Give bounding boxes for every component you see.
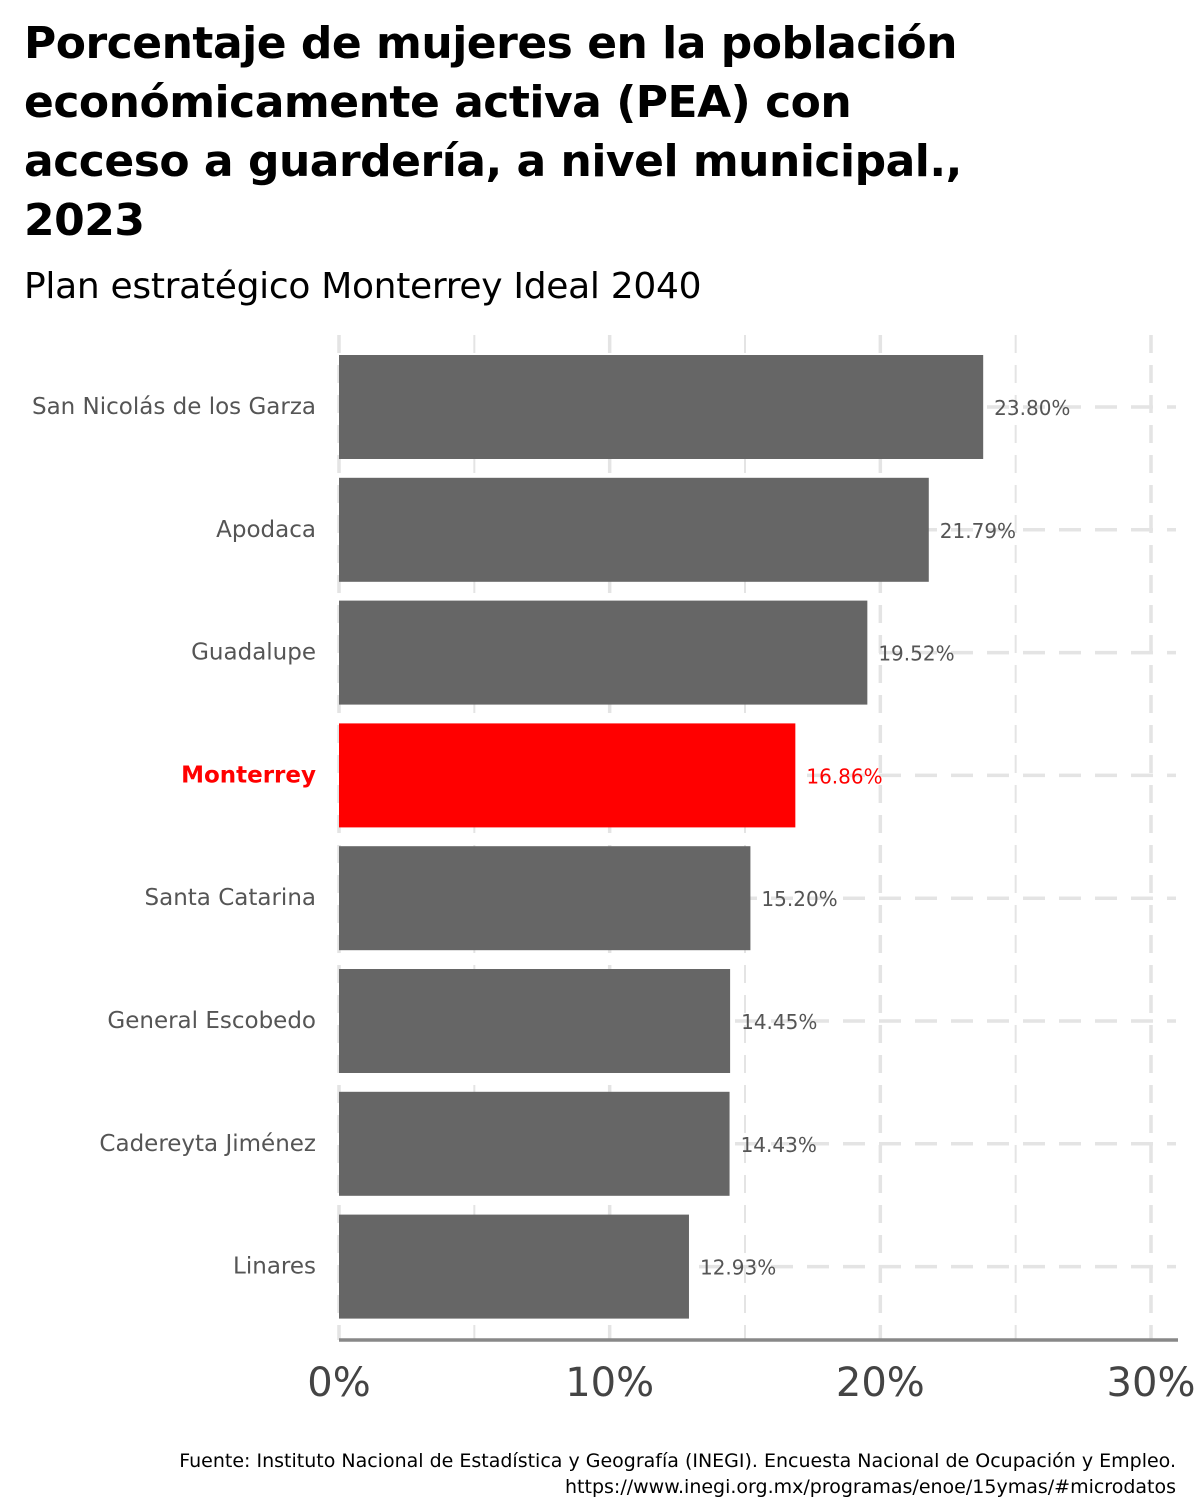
bar bbox=[339, 477, 929, 582]
data-label: 12.93% bbox=[700, 1256, 776, 1280]
x-tick-label: 0% bbox=[307, 1360, 370, 1406]
category-label: Linares bbox=[233, 1254, 316, 1280]
bar bbox=[339, 969, 731, 1073]
category-label: Apodaca bbox=[216, 517, 316, 543]
x-tick-label: 10% bbox=[565, 1360, 654, 1406]
category-label: Santa Catarina bbox=[145, 885, 316, 911]
data-label: 15.20% bbox=[761, 887, 837, 911]
x-tick-label: 20% bbox=[836, 1360, 925, 1406]
chart-subtitle: Plan estratégico Monterrey Ideal 2040 bbox=[24, 266, 702, 307]
bar-layer bbox=[339, 355, 984, 1319]
source-caption-line2: https://www.inegi.org.mx/programas/enoe/… bbox=[565, 1476, 1176, 1498]
source-caption: Fuente: Instituto Nacional de Estadístic… bbox=[179, 1448, 1176, 1500]
category-label: Guadalupe bbox=[191, 640, 316, 666]
bar bbox=[339, 1091, 730, 1196]
category-label: San Nicolás de los Garza bbox=[32, 394, 316, 420]
bar bbox=[339, 355, 984, 459]
x-axis: 0% 10% 20% 30% bbox=[307, 1338, 1196, 1406]
bar bbox=[339, 723, 796, 828]
data-label: 16.86% bbox=[806, 764, 882, 788]
chart-title: Porcentaje de mujeres en la población ec… bbox=[24, 18, 962, 246]
data-label: 14.43% bbox=[741, 1133, 817, 1157]
category-label: Cadereyta Jiménez bbox=[99, 1131, 316, 1157]
source-caption-line1: Fuente: Instituto Nacional de Estadístic… bbox=[179, 1450, 1176, 1472]
data-label: 21.79% bbox=[940, 519, 1016, 543]
category-label: Monterrey bbox=[181, 762, 316, 788]
bar bbox=[339, 1214, 689, 1319]
data-label: 23.80% bbox=[994, 396, 1070, 420]
category-label: General Escobedo bbox=[107, 1008, 316, 1034]
data-label: 14.45% bbox=[741, 1010, 817, 1034]
bar bbox=[339, 846, 751, 951]
bar bbox=[339, 600, 868, 705]
x-tick-label: 30% bbox=[1107, 1360, 1196, 1406]
data-label: 19.52% bbox=[878, 642, 954, 666]
label-layer: 23.80% San Nicolás de los Garza 21.79% Apod… bbox=[32, 394, 1070, 1280]
